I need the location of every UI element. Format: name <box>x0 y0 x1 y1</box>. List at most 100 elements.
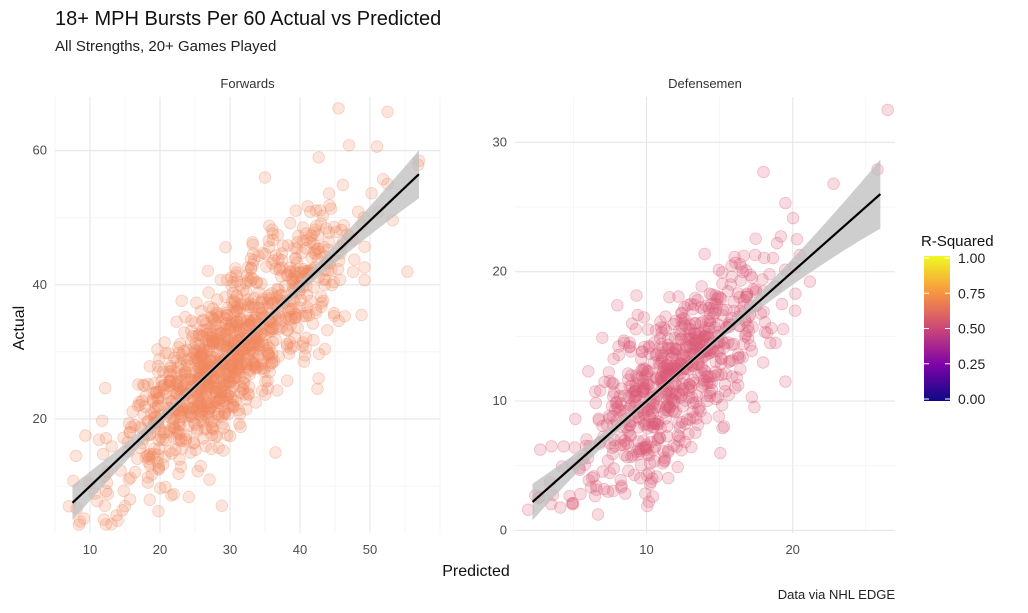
scatter-point <box>629 390 642 404</box>
scatter-point <box>97 513 111 526</box>
scatter-point <box>697 364 711 377</box>
scatter-point <box>673 421 687 434</box>
scatter-point <box>196 391 210 405</box>
scatter-point <box>198 358 211 372</box>
scatter-point <box>188 348 202 361</box>
scatter-point <box>679 435 692 449</box>
scatter-point <box>209 318 222 331</box>
scatter-point <box>646 490 660 503</box>
scatter-point <box>629 390 643 403</box>
scatter-point <box>700 321 713 335</box>
scatter-point <box>117 484 130 498</box>
scatter-point <box>217 394 230 407</box>
scatter-point <box>142 456 155 469</box>
scatter-point <box>606 447 619 461</box>
scatter-point <box>241 348 255 361</box>
scatter-point <box>708 369 721 383</box>
scatter-point <box>231 359 244 373</box>
scatter-point <box>779 375 792 388</box>
scatter-point <box>234 278 247 292</box>
scatter-point <box>206 422 219 435</box>
scatter-point <box>646 417 659 431</box>
scatter-point <box>641 499 654 513</box>
scatter-point <box>217 421 230 435</box>
scatter-point <box>607 386 621 399</box>
scatter-point <box>637 382 651 396</box>
chart-subtitle: All Strengths, 20+ Games Played <box>55 38 277 55</box>
scatter-point <box>169 378 182 391</box>
scatter-point <box>653 357 666 370</box>
scatter-point <box>241 273 255 287</box>
scatter-point <box>566 496 580 510</box>
scatter-point <box>181 405 195 419</box>
scatter-point <box>655 337 668 351</box>
scatter-point <box>72 518 86 531</box>
scatter-point <box>222 375 236 388</box>
scatter-point <box>628 385 641 398</box>
scatter-point <box>215 410 229 423</box>
legend: R-Squared 1.00 0.75 0.50 0.25 0.00 <box>921 233 994 407</box>
scatter-point <box>233 305 246 319</box>
scatter-point <box>206 351 220 364</box>
scatter-point <box>214 391 227 405</box>
scatter-point <box>151 448 165 462</box>
scatter-point <box>655 371 668 384</box>
scatter-point <box>673 343 687 356</box>
scatter-point <box>174 374 188 387</box>
scatter-point <box>220 309 234 322</box>
scatter-point <box>274 270 288 283</box>
scatter-point <box>159 434 173 447</box>
scatter-point <box>641 404 655 418</box>
scatter-point <box>305 251 318 264</box>
scatter-point <box>143 459 157 472</box>
scatter-point <box>227 306 241 319</box>
scatter-point <box>724 278 738 291</box>
scatter-point <box>183 366 197 379</box>
scatter-point <box>699 329 712 343</box>
scatter-point <box>212 441 225 455</box>
scatter-point <box>700 328 713 341</box>
scatter-point <box>643 457 657 470</box>
scatter-point <box>618 448 632 462</box>
scatter-point <box>706 345 720 359</box>
scatter-point <box>201 328 214 341</box>
scatter-point <box>124 471 137 484</box>
scatter-point <box>234 357 247 371</box>
scatter-point <box>175 294 188 308</box>
scatter-point <box>670 440 683 453</box>
scatter-point <box>381 105 394 119</box>
scatter-point <box>692 403 705 416</box>
scatter-point <box>162 379 175 393</box>
scatter-point <box>214 326 227 340</box>
scatter-point <box>247 335 261 349</box>
scatter-point <box>376 172 390 186</box>
scatter-point <box>637 408 651 421</box>
scatter-point <box>228 371 241 385</box>
scatter-point <box>266 223 279 236</box>
scatter-point <box>95 414 109 428</box>
scatter-point <box>698 324 711 338</box>
scatter-point <box>635 363 648 377</box>
scatter-point <box>165 447 179 460</box>
scatter-point <box>219 318 233 331</box>
scatter-point <box>252 342 266 356</box>
scatter-point <box>194 414 208 427</box>
scatter-point <box>311 242 324 256</box>
scatter-point <box>247 301 261 314</box>
scatter-point <box>307 226 321 239</box>
scatter-point <box>247 298 260 312</box>
scatter-point <box>149 385 163 399</box>
scatter-point <box>167 420 180 433</box>
y-tick-label: 40 <box>33 277 47 292</box>
scatter-point <box>668 405 681 419</box>
scatter-point <box>737 249 750 263</box>
scatter-point <box>640 443 653 456</box>
scatter-point <box>263 240 276 254</box>
scatter-point <box>708 297 722 311</box>
scatter-point <box>630 369 643 382</box>
scatter-point <box>192 354 205 368</box>
scatter-point <box>252 330 265 343</box>
scatter-point <box>218 333 231 346</box>
scatter-point <box>633 445 646 458</box>
scatter-point <box>92 433 106 446</box>
